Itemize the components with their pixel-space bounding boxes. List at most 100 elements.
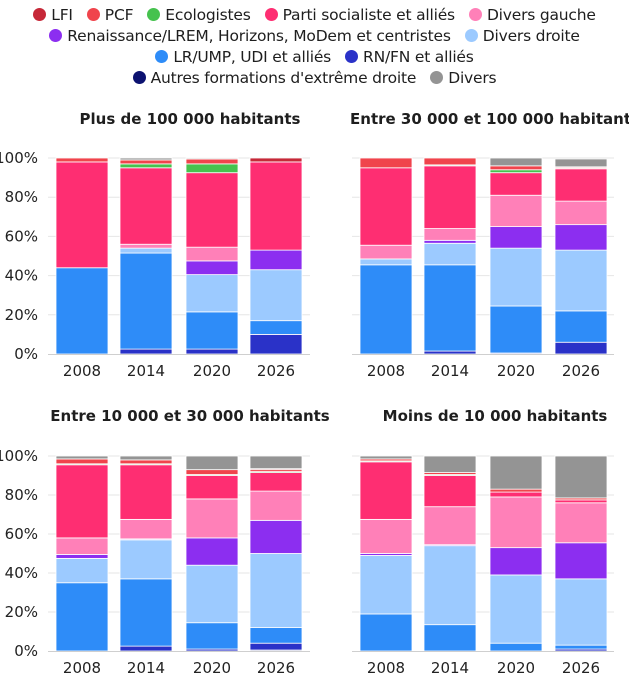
legend-row: LFI PCF Ecologistes Parti socialiste et all… (0, 4, 629, 25)
bar-segment (489, 455, 543, 490)
bar-segment (119, 645, 173, 652)
bar-segment (249, 161, 303, 251)
bar-segment (554, 200, 608, 226)
legend-label: Autres formations d'extrême droite (150, 68, 417, 87)
bar-segment (119, 252, 173, 350)
x-tick-label: 2014 (127, 362, 165, 380)
legend-item: LFI (33, 6, 73, 24)
bar-segment (423, 545, 477, 626)
x-tick-label: 2020 (497, 659, 535, 677)
bar-segment (55, 458, 109, 465)
x-tick-label: 2026 (257, 362, 295, 380)
legend-label: Renaissance/LREM, Horizons, MoDem et cen… (67, 26, 451, 45)
legend-swatch (155, 50, 169, 63)
bar-segment (359, 461, 413, 520)
bar-segment (249, 320, 303, 335)
legend-swatch (33, 8, 47, 21)
chart-panel: Plus de 100 000 habitants 0% 20% 40% 60% 80% 1… (0, 110, 310, 380)
bar-segment (185, 469, 239, 475)
y-tick-label: 100% (0, 447, 38, 465)
bar-segment (119, 243, 173, 249)
y-tick-label: 100% (0, 149, 38, 167)
bar-segment (489, 491, 543, 498)
y-tick-label: 40% (5, 564, 38, 582)
bar-segment (119, 348, 173, 355)
bar-segment (423, 165, 477, 229)
bar-segment (489, 574, 543, 644)
legend-label: Parti socialiste et alliés (282, 5, 456, 24)
bar-segment (249, 519, 303, 554)
x-tick-label: 2020 (193, 362, 231, 380)
bar-segment (554, 644, 608, 650)
legend-row: Renaissance/LREM, Horizons, MoDem et cen… (0, 25, 629, 46)
bar-segment (185, 498, 239, 539)
bar-segment (359, 244, 413, 260)
bar-segment (119, 459, 173, 465)
bar-segment (55, 267, 109, 355)
bar-segment (185, 475, 239, 500)
y-tick-label: 80% (5, 486, 38, 504)
x-tick-label: 2014 (431, 362, 469, 380)
y-tick-label: 0% (14, 345, 38, 363)
legend-swatch (132, 71, 146, 84)
legend-label: RN/FN et alliés (363, 47, 474, 66)
bar-segment (185, 564, 239, 624)
legend-label: LR/UMP, UDI et alliés (173, 47, 332, 66)
y-tick-label: 40% (5, 267, 38, 285)
bar-segment (423, 239, 477, 244)
bar-segment (359, 167, 413, 246)
bar-segment (489, 305, 543, 354)
legend-label: PCF (104, 5, 134, 24)
bar-segment (55, 464, 109, 539)
bar-segment (359, 455, 413, 460)
bar-segment (489, 247, 543, 307)
bar-segment (554, 542, 608, 580)
bar-segment (554, 341, 608, 355)
bar-segment (185, 158, 239, 165)
bar-segment (554, 502, 608, 544)
bar-segment (359, 264, 413, 355)
chart-title: Entre 10 000 et 30 000 habitants (50, 407, 330, 425)
bar-segment (119, 159, 173, 165)
bar-segment (119, 518, 173, 540)
bar-segment (359, 258, 413, 266)
x-tick-label: 2014 (431, 659, 469, 677)
legend-swatch (430, 71, 444, 84)
legend-item: Renaissance/LREM, Horizons, MoDem et cen… (49, 27, 451, 45)
bar-segment (423, 157, 477, 166)
legend-swatch (464, 29, 478, 42)
bar-segment (489, 169, 543, 174)
legend-row: Autres formations d'extrême droite Divers (0, 67, 629, 88)
legend-label: Ecologistes (165, 5, 251, 24)
bar-segment (423, 350, 477, 355)
bar-segment (423, 455, 477, 473)
chart-title: Moins de 10 000 habitants (383, 407, 608, 425)
bar-segment (554, 499, 608, 504)
bar-segment (249, 269, 303, 322)
bar-segment (249, 157, 303, 163)
bar-segment (359, 157, 413, 169)
bar-segment (423, 475, 477, 508)
bar-segment (489, 547, 543, 576)
bar-segment (423, 228, 477, 241)
bar-segment (554, 578, 608, 646)
legend-swatch (49, 29, 63, 42)
bar-segment (249, 333, 303, 355)
bar-segment (249, 490, 303, 521)
bar-segment (489, 194, 543, 228)
bar-segment (185, 622, 239, 650)
y-tick-label: 0% (14, 642, 38, 660)
bar-segment (489, 157, 543, 167)
legend-label: Divers gauche (486, 5, 596, 24)
bar-segment (249, 553, 303, 628)
x-tick-label: 2020 (497, 362, 535, 380)
bar-segment (359, 613, 413, 652)
legend-item: LR/UMP, UDI et alliés (155, 48, 331, 66)
bar-segment (55, 554, 109, 559)
bar-segment (55, 582, 109, 652)
bar-segment (249, 642, 303, 651)
bar-segment (55, 161, 109, 269)
x-tick-label: 2014 (127, 659, 165, 677)
legend-item: Autres formations d'extrême droite (132, 68, 417, 87)
